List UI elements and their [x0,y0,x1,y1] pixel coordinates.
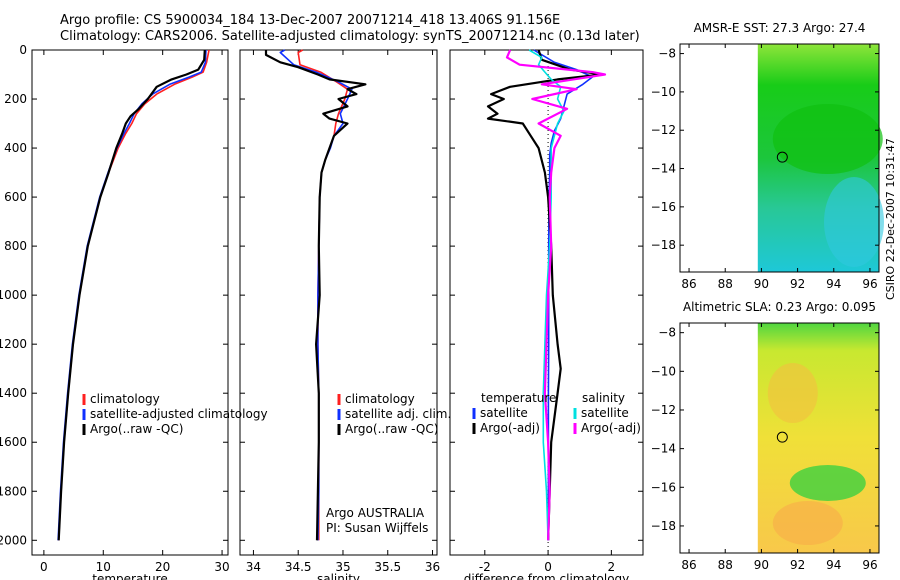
temperature-xlabel: temperature [92,572,167,580]
salinity-panel: 34 34.5 35 35.5 36 salinity [239,49,440,580]
sla-map-ytick-label: −16 [651,480,676,494]
sla-map-xtick-label: 92 [790,558,805,572]
sla-map-ytick-label: −8 [658,326,676,340]
sst-map-ytick-label: −18 [651,238,676,252]
sla-map-frame [679,322,880,554]
sst-map-ytick-label: −12 [651,123,676,137]
temperature-legend-item: satellite-adjusted climatology [90,407,268,421]
temperature-xtick-label: 10 [96,560,111,574]
temperature-ytick-label: 1400 [0,386,27,400]
credit-stamp: CSIRO 22-Dec-2007 10:31:47 [884,138,897,300]
temperature-xtick-label: 30 [214,560,229,574]
difference-xlabel: difference from climatology [464,572,630,580]
salinity-series-satellite-adjusted [279,49,353,541]
sla-low-patch [789,465,866,501]
temperature-xtick-label: 20 [155,560,170,574]
difference-xtick-label: 2 [608,560,616,574]
sla-map-ytick-label: −12 [651,403,676,417]
salinity-xtick-label: 34 [246,560,261,574]
difference-legend-item: Argo(-adj) [480,421,540,435]
difference-series-salinity-argo-adj- [505,49,607,541]
temperature-series-climatology [57,49,210,541]
temperature-panel: 0 10 20 30 0 200 400 600 800 1000 1200 1400 1600 1800… [0,43,230,580]
sst-map-xtick-label: 90 [754,277,769,291]
temperature-legend-item: Argo(..raw -QC) [90,422,183,436]
salinity-legend-item: satellite adj. clim. [345,407,451,421]
temperature-ytick-label: 0 [19,43,27,57]
salinity-xtick-label: 35 [335,560,350,574]
temperature-ytick-label: 600 [4,190,27,204]
sst-map-xtick-label: 96 [862,277,877,291]
sst-warm-patch [772,104,883,174]
sst-map-ytick-label: −10 [651,85,676,99]
salinity-annotation-line1: Argo AUSTRALIA [326,506,425,520]
salinity-xtick-label: 35.5 [374,560,401,574]
sst-map-xtick-label: 94 [826,277,841,291]
difference-legend-item: satellite [480,406,528,420]
sla-map-xtick-label: 86 [681,558,696,572]
sla-map-xtick-label: 94 [826,558,841,572]
sst-map-frame [679,43,880,273]
temperature-ytick-label: 2000 [0,533,27,547]
salinity-series-argo [264,50,367,541]
difference-series-salinity-satellite [528,49,565,541]
salinity-frame [239,49,438,556]
temperature-ytick-label: 200 [4,92,27,106]
sst-map-argo-marker [776,151,788,163]
sst-map-xtick-label: 92 [790,277,805,291]
sst-map-title: AMSR-E SST: 27.3 Argo: 27.4 [694,21,866,35]
difference-legend-item: satellite [581,406,629,420]
sla-map-title: Altimetric SLA: 0.23 Argo: 0.095 [683,300,876,314]
sst-cool-patch [824,177,884,267]
temperature-ytick-label: 1800 [0,484,27,498]
salinity-legend-item: climatology [345,392,415,406]
difference-legend-title-salinity: salinity [582,391,625,405]
figure-title-line1: Argo profile: CS 5900034_184 13-Dec-2007… [60,13,561,28]
sst-map-panel: 86 88 90 92 94 96 −8 −10 −12 −14 −16 −18 AMSR-E SST:… [651,21,884,291]
salinity-annotation-line2: PI: Susan Wijffels [326,521,428,535]
sst-map-ytick-label: −16 [651,200,676,214]
temperature-xtick-label: 0 [40,560,48,574]
sst-map-ytick-label: −8 [658,47,676,61]
temperature-frame [31,49,229,556]
sla-map-xtick-label: 88 [718,558,733,572]
temperature-ytick-label: 800 [4,239,27,253]
sla-map-argo-marker [776,431,788,443]
sla-map-ytick-label: −10 [651,364,676,378]
temperature-legend-item: climatology [90,392,160,406]
sst-map-xtick-label: 86 [681,277,696,291]
figure-title-line2: Climatology: CARS2006. Satellite-adjuste… [60,29,640,44]
difference-series-temperature-argo-adj- [486,49,604,541]
sla-map-ytick-label: −18 [651,519,676,533]
sla-high-patch [772,501,843,545]
salinity-series-climatology [297,49,349,541]
difference-frame [449,49,644,556]
difference-xtick-label: 0 [544,560,552,574]
sla-map-panel: 86 88 90 92 94 96 −8 −10 −12 −14 −16 −18 Altimetric … [651,300,880,572]
sst-map-xtick-label: 88 [718,277,733,291]
temperature-ytick-label: 1200 [0,337,27,351]
difference-series-temperature-satellite [533,49,594,541]
difference-xtick-label: -2 [479,560,491,574]
salinity-xtick-label: 34.5 [285,560,312,574]
difference-legend-title-temperature: temperature [481,391,556,405]
salinity-xtick-label: 36 [425,560,440,574]
temperature-series-argo [57,49,206,541]
sla-mid-patch [767,363,818,423]
sla-map-xtick-label: 96 [862,558,877,572]
temperature-ytick-label: 1600 [0,435,27,449]
difference-legend: temperaturesatelliteArgo(-adj)salinitysa… [472,391,641,435]
salinity-xlabel: salinity [317,572,360,580]
temperature-ytick-label: 1000 [0,288,27,302]
sla-map-xtick-label: 90 [754,558,769,572]
difference-legend-item: Argo(-adj) [581,421,641,435]
salinity-legend-item: Argo(..raw -QC) [345,422,438,436]
sst-map-ytick-label: −14 [651,162,676,176]
sla-map-ytick-label: −14 [651,442,676,456]
temperature-ytick-label: 400 [4,141,27,155]
